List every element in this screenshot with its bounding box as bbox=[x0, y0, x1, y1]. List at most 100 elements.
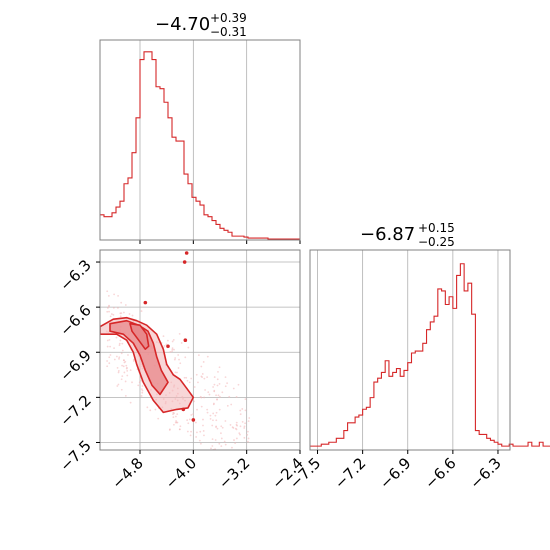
x-tick-label: −6.3 bbox=[466, 454, 504, 492]
sample-point bbox=[228, 395, 231, 398]
sample-point bbox=[219, 395, 221, 398]
sample-point bbox=[178, 332, 181, 335]
sample-point bbox=[248, 417, 251, 419]
x-tick-label: −3.2 bbox=[215, 454, 253, 492]
sample-point bbox=[216, 398, 218, 401]
sample-point bbox=[163, 345, 166, 347]
contour-mid bbox=[109, 319, 169, 396]
sample-point bbox=[234, 427, 237, 430]
sample-point bbox=[215, 394, 217, 397]
sample-point bbox=[188, 381, 191, 384]
sample-point bbox=[132, 360, 135, 362]
sample-point bbox=[247, 430, 249, 433]
sample-point bbox=[188, 418, 191, 421]
sample-point bbox=[175, 420, 177, 422]
sample-point bbox=[202, 424, 204, 427]
sample-point bbox=[230, 403, 233, 406]
sample-point bbox=[124, 394, 127, 397]
sample-point bbox=[216, 427, 219, 430]
sample-point bbox=[204, 389, 206, 391]
sample-point bbox=[113, 358, 116, 361]
sample-point bbox=[239, 413, 242, 416]
sample-point bbox=[216, 378, 219, 381]
sample-point bbox=[215, 426, 217, 429]
sample-point bbox=[171, 348, 174, 351]
sample-point bbox=[226, 404, 229, 407]
sample-point bbox=[118, 342, 121, 345]
sample-point bbox=[202, 418, 204, 421]
sample-point bbox=[217, 370, 219, 373]
sample-point bbox=[206, 376, 209, 379]
sample-point bbox=[128, 313, 131, 315]
sample-point bbox=[108, 356, 111, 359]
histogram-panel-param1: −4.70 +0.39−0.31 bbox=[99, 11, 301, 244]
title-lower-error: −0.31 bbox=[210, 25, 247, 39]
sample-point bbox=[106, 365, 109, 368]
sample-point bbox=[126, 374, 129, 377]
sample-point bbox=[179, 362, 182, 365]
sample-point bbox=[220, 437, 223, 440]
sample-point bbox=[239, 485, 241, 487]
sample-point bbox=[231, 426, 234, 429]
sample-point bbox=[171, 347, 174, 350]
sample-point bbox=[213, 383, 216, 386]
sample-point bbox=[132, 358, 135, 361]
sample-point bbox=[172, 338, 175, 341]
sample-point bbox=[203, 377, 206, 380]
sample-point bbox=[106, 345, 109, 348]
sample-point bbox=[196, 408, 198, 411]
sample-point bbox=[187, 422, 190, 425]
sample-point bbox=[106, 307, 109, 309]
sample-point bbox=[213, 376, 216, 378]
sample-point bbox=[110, 313, 113, 315]
sample-point bbox=[173, 358, 176, 361]
sample-point bbox=[195, 373, 198, 376]
sample-point bbox=[241, 408, 244, 410]
sample-point bbox=[157, 417, 160, 420]
sample-point bbox=[171, 340, 174, 343]
sample-point bbox=[206, 355, 209, 358]
sample-point bbox=[211, 424, 214, 427]
sample-point bbox=[209, 417, 212, 420]
sample-point bbox=[199, 442, 202, 445]
y-tick-label: −7.2 bbox=[56, 391, 94, 429]
sample-point bbox=[154, 408, 157, 411]
sample-point bbox=[220, 425, 223, 428]
sample-point bbox=[192, 413, 194, 416]
sample-point bbox=[246, 433, 249, 436]
sample-point bbox=[120, 301, 123, 304]
sample-point bbox=[109, 354, 112, 356]
scatter-plot-area bbox=[100, 250, 300, 487]
y-tick-label: −6.3 bbox=[56, 256, 94, 294]
sample-point bbox=[108, 362, 111, 365]
panel-frame bbox=[309, 249, 511, 451]
sample-point bbox=[113, 293, 116, 296]
sample-point bbox=[107, 294, 110, 297]
sample-point bbox=[214, 455, 216, 457]
panel-frame bbox=[99, 249, 301, 451]
sample-point bbox=[206, 408, 209, 411]
sample-point bbox=[178, 428, 181, 431]
sample-point bbox=[126, 369, 129, 372]
sample-point bbox=[127, 354, 129, 356]
sample-point bbox=[190, 377, 193, 380]
outlier-point bbox=[166, 344, 170, 349]
sample-point bbox=[117, 294, 119, 297]
sample-point bbox=[247, 420, 250, 423]
sample-point bbox=[177, 367, 180, 369]
sample-point bbox=[187, 346, 190, 349]
sample-point bbox=[202, 430, 205, 432]
sample-point bbox=[244, 409, 247, 412]
sample-point bbox=[180, 342, 183, 344]
sample-point bbox=[173, 423, 175, 426]
sample-point bbox=[129, 401, 132, 404]
sample-point bbox=[214, 414, 217, 417]
sample-point bbox=[122, 365, 125, 368]
sample-point bbox=[201, 373, 204, 375]
sample-point bbox=[216, 384, 219, 387]
sample-point bbox=[140, 310, 143, 312]
sample-point bbox=[213, 390, 216, 393]
sample-point bbox=[247, 440, 249, 443]
sample-point bbox=[137, 384, 140, 387]
